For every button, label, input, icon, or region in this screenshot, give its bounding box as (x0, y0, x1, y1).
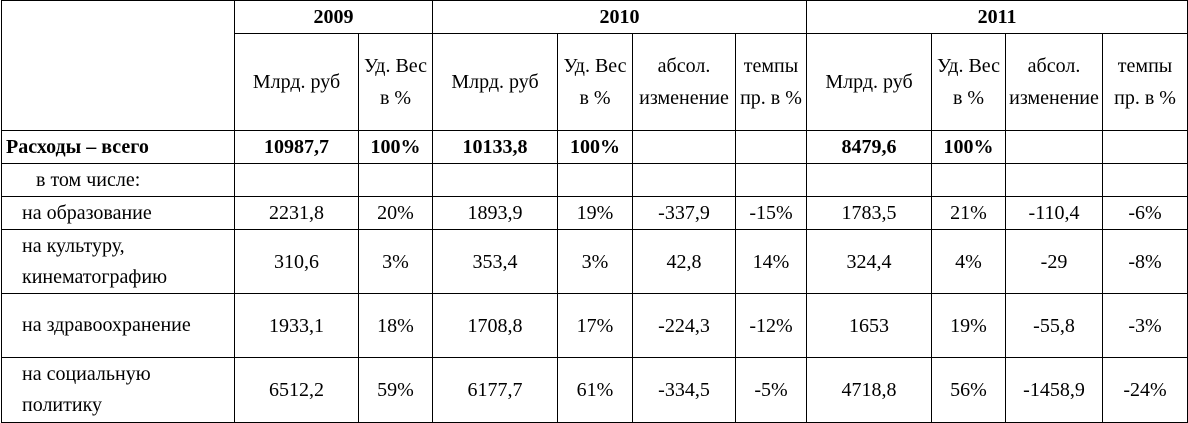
data-cell: 1893,9 (432, 196, 558, 230)
column-header: Млрд. руб (806, 33, 932, 131)
data-cell: -1458,9 (1005, 357, 1103, 423)
data-cell (557, 163, 633, 197)
data-cell: 1933,1 (234, 293, 359, 358)
data-cell: 2231,8 (234, 196, 359, 230)
data-cell: -12% (735, 293, 807, 358)
data-cell: 19% (931, 293, 1006, 358)
row-label: в том числе: (1, 163, 235, 197)
column-header: Уд. Вес в % (931, 33, 1006, 131)
data-cell: 100% (358, 130, 433, 164)
data-cell: 324,4 (806, 229, 932, 294)
data-cell (234, 163, 359, 197)
data-cell: 1653 (806, 293, 932, 358)
data-cell: 4% (931, 229, 1006, 294)
data-cell (735, 163, 807, 197)
column-header: абсол. изменение (1005, 33, 1103, 131)
column-header: абсол. изменение (632, 33, 736, 131)
data-cell: 10987,7 (234, 130, 359, 164)
data-row: в том числе: (1, 163, 1188, 197)
data-cell: 6512,2 (234, 357, 359, 423)
data-cell: 1783,5 (806, 196, 932, 230)
data-cell: 21% (931, 196, 1006, 230)
data-cell (931, 163, 1006, 197)
data-cell: 8479,6 (806, 130, 932, 164)
data-cell: -337,9 (632, 196, 736, 230)
data-cell (1101, 130, 1188, 164)
data-cell: -3% (1101, 293, 1188, 358)
data-cell (632, 130, 736, 164)
data-cell: -334,5 (632, 357, 736, 423)
data-cell: -55,8 (1005, 293, 1103, 358)
data-cell (632, 163, 736, 197)
data-cell: 1708,8 (432, 293, 558, 358)
data-cell: 100% (557, 130, 633, 164)
data-cell: 19% (557, 196, 633, 230)
data-cell: 3% (358, 229, 433, 294)
data-row: на здравоохранение 1933,1 18% 1708,8 17% -224… (1, 293, 1188, 358)
column-header: Млрд. руб (234, 33, 359, 131)
data-cell (806, 163, 932, 197)
data-cell: 42,8 (632, 229, 736, 294)
data-row: на образование 2231,8 20% 1893,9 19% -337,9 -1… (1, 196, 1188, 230)
data-cell: 10133,8 (432, 130, 558, 164)
row-label: Расходы – всего (1, 130, 235, 164)
row-label: на здравоохранение (1, 293, 235, 358)
data-cell (1101, 163, 1188, 197)
year-header: 2009 (234, 0, 433, 34)
data-cell (358, 163, 433, 197)
column-header: темпы пр. в % (735, 33, 807, 131)
data-cell: 4718,8 (806, 357, 932, 423)
data-row: на социальную политику 6512,2 59% 6177,7 61%… (1, 357, 1188, 423)
data-cell: -224,3 (632, 293, 736, 358)
subheader-row: Млрд. руб Уд. Вес в % Млрд. руб Уд. Вес в %… (2, 33, 1188, 131)
data-cell: 3% (557, 229, 633, 294)
data-cell: -110,4 (1005, 196, 1103, 230)
data-cell: 18% (358, 293, 433, 358)
data-cell: -29 (1005, 229, 1103, 294)
row-label: на образование (1, 196, 235, 230)
header-row: 2009 2010 2011 (1, 0, 1188, 131)
data-cell: 353,4 (432, 229, 558, 294)
year-header: 2010 (432, 0, 807, 34)
corner-cell (1, 0, 235, 131)
data-cell: -15% (735, 196, 807, 230)
year-header: 2011 (805, 0, 1188, 34)
column-header: Уд. Вес в % (557, 33, 633, 131)
data-cell: -5% (735, 357, 807, 423)
data-cell: 14% (735, 229, 807, 294)
data-cell (432, 163, 558, 197)
column-header: темпы пр. в % (1101, 33, 1188, 131)
data-cell (1005, 163, 1103, 197)
data-cell: -8% (1101, 229, 1188, 294)
data-cell: 100% (931, 130, 1006, 164)
data-cell: 6177,7 (432, 357, 558, 423)
column-header: Уд. Вес в % (358, 33, 433, 131)
data-cell: 20% (358, 196, 433, 230)
data-row: на культуру, кинематографию 310,6 3% 353,4 3… (1, 229, 1188, 294)
data-cell: 59% (358, 357, 433, 423)
data-cell (735, 130, 807, 164)
data-cell (1005, 130, 1103, 164)
row-label: на культуру, кинематографию (1, 229, 235, 294)
data-cell: -24% (1101, 357, 1188, 423)
data-cell: 61% (557, 357, 633, 423)
data-cell: 17% (557, 293, 633, 358)
data-cell: 56% (931, 357, 1006, 423)
data-cell: 310,6 (234, 229, 359, 294)
data-row: Расходы – всего 10987,7 100% 10133,8 100% 847… (1, 130, 1188, 164)
column-header: Млрд. руб (432, 33, 558, 131)
row-label: на социальную политику (1, 357, 235, 423)
data-cell: -6% (1101, 196, 1188, 230)
